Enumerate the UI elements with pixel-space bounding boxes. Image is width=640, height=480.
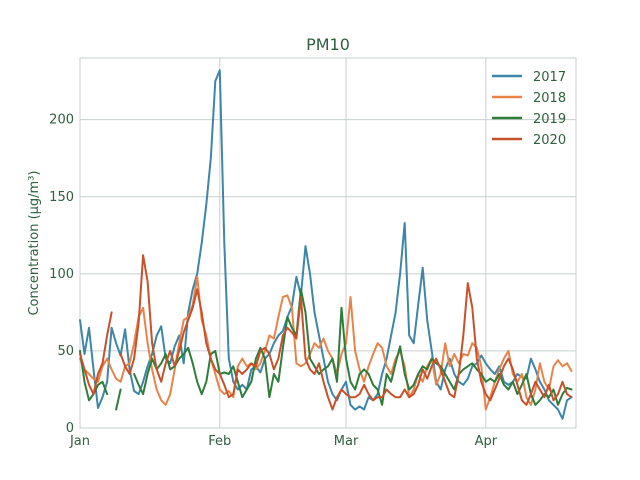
- y-tick-label: 100: [49, 267, 74, 282]
- legend-label-2020: 2020: [533, 133, 566, 148]
- x-tick-label: Apr: [475, 434, 498, 449]
- plot-frame: [79, 57, 577, 429]
- chart-title: PM10: [306, 35, 350, 54]
- x-tick-label: Feb: [208, 434, 231, 449]
- x-tick-label: Mar: [334, 434, 359, 449]
- x-tick-label: Jan: [69, 434, 90, 449]
- series-line-2017: [79, 69, 573, 420]
- x-axis-ticks: Jan Feb Mar Apr: [69, 434, 498, 449]
- y-axis-label: Concentration (μg/m³): [27, 170, 42, 315]
- y-tick-label: 50: [57, 344, 74, 359]
- series-lines: [79, 69, 573, 420]
- legend-label-2018: 2018: [533, 91, 566, 106]
- legend: 2017 2018 2019 2020: [492, 70, 566, 148]
- y-tick-label: 0: [66, 421, 74, 436]
- legend-label-2019: 2019: [533, 112, 566, 127]
- y-axis-ticks: 0 50 100 150 200: [49, 113, 74, 436]
- y-tick-label: 200: [49, 113, 74, 128]
- legend-label-2017: 2017: [533, 70, 566, 85]
- series-line-2020: [79, 254, 573, 411]
- y-tick-label: 150: [49, 190, 74, 205]
